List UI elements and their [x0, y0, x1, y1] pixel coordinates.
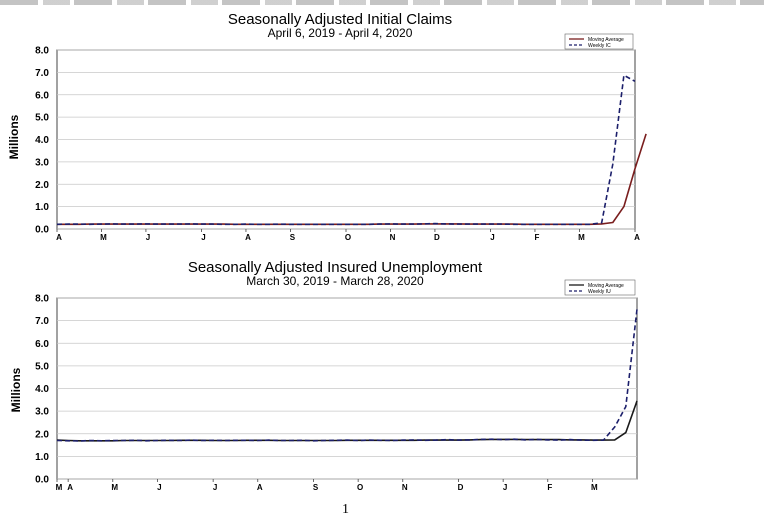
x-tick-label: S [290, 233, 296, 242]
x-tick-label: M [111, 483, 118, 492]
gridlines [57, 297, 637, 480]
series-line-weekly-ic [56, 74, 636, 226]
gridlines [57, 49, 635, 230]
y-tick-label: 2.0 [35, 180, 49, 191]
chart-title: Seasonally Adjusted Initial Claims [228, 11, 452, 28]
legend-label-moving-average: Moving Average [588, 283, 624, 289]
x-tick-label: A [245, 233, 251, 242]
y-tick-label: 3.0 [35, 407, 49, 418]
x-tick-label: J [213, 483, 217, 492]
y-axis-label: Millions [7, 114, 21, 159]
y-tick-label: 0.0 [35, 225, 49, 236]
x-tick-label: F [535, 233, 540, 242]
y-tick-label: 5.0 [35, 113, 49, 124]
series-lines [56, 74, 647, 226]
y-tick-label: 4.0 [35, 135, 49, 146]
legend-box [564, 279, 636, 296]
x-tick-label: J [146, 233, 150, 242]
x-tick-label: M [578, 233, 585, 242]
legend: Moving Average Weekly IU [564, 279, 636, 296]
x-tick-label: A [257, 483, 263, 492]
chart-subtitle: April 6, 2019 - April 4, 2020 [268, 26, 413, 40]
x-tick-label: S [313, 483, 319, 492]
y-tick-label: 5.0 [35, 361, 49, 372]
x-tick-label: F [547, 483, 552, 492]
y-tick-label: 2.0 [35, 429, 49, 440]
series-lines [56, 309, 638, 442]
cropped-text-strip [0, 0, 764, 7]
y-tick-label: 4.0 [35, 384, 49, 395]
y-tick-label: 1.0 [35, 452, 49, 463]
x-tick-label: M [591, 483, 598, 492]
x-tick-label: M [56, 483, 63, 492]
y-tick-label: 6.0 [35, 90, 49, 101]
x-tick-label: N [390, 233, 396, 242]
x-tick-label: M [100, 233, 107, 242]
initial-claims-chart: Seasonally Adjusted Initial Claims April… [7, 11, 647, 242]
x-tick-label: A [634, 233, 640, 242]
x-tick-label: A [67, 483, 73, 492]
x-tick-label: A [56, 233, 62, 242]
chart-subtitle: March 30, 2019 - March 28, 2020 [246, 274, 424, 288]
x-tick-label: O [357, 483, 363, 492]
x-tick-label: J [157, 483, 161, 492]
insured-unemployment-chart: Seasonally Adjusted Insured Unemployment… [9, 259, 638, 492]
legend: Moving Average Weekly IC [564, 33, 634, 50]
x-tick-label: J [503, 483, 507, 492]
x-tick-label: N [402, 483, 408, 492]
chart-title: Seasonally Adjusted Insured Unemployment [188, 259, 483, 276]
legend-label-weekly-ic: Weekly IC [588, 43, 611, 49]
x-tick-label: D [458, 483, 464, 492]
x-tick-label: J [201, 233, 205, 242]
x-tick-label: J [490, 233, 494, 242]
y-tick-label: 8.0 [35, 46, 49, 57]
series-line-weekly-iu [56, 309, 638, 442]
y-axis-label: Millions [9, 367, 23, 412]
y-tick-label: 0.0 [35, 475, 49, 486]
y-tick-label: 7.0 [35, 316, 49, 327]
y-tick-label: 6.0 [35, 339, 49, 350]
x-tick-label: D [434, 233, 440, 242]
page-number: 1 [342, 502, 349, 517]
y-tick-labels: 0.0 1.0 2.0 3.0 4.0 5.0 6.0 7.0 8.0 [35, 46, 49, 236]
legend-label-weekly-iu: Weekly IU [588, 289, 611, 295]
x-tick-label: O [345, 233, 351, 242]
y-tick-label: 3.0 [35, 157, 49, 168]
y-tick-label: 7.0 [35, 68, 49, 79]
legend-label-moving-average: Moving Average [588, 37, 624, 43]
y-tick-label: 1.0 [35, 202, 49, 213]
y-tick-labels: 0.0 1.0 2.0 3.0 4.0 5.0 6.0 7.0 8.0 [35, 294, 49, 486]
y-tick-label: 8.0 [35, 294, 49, 305]
